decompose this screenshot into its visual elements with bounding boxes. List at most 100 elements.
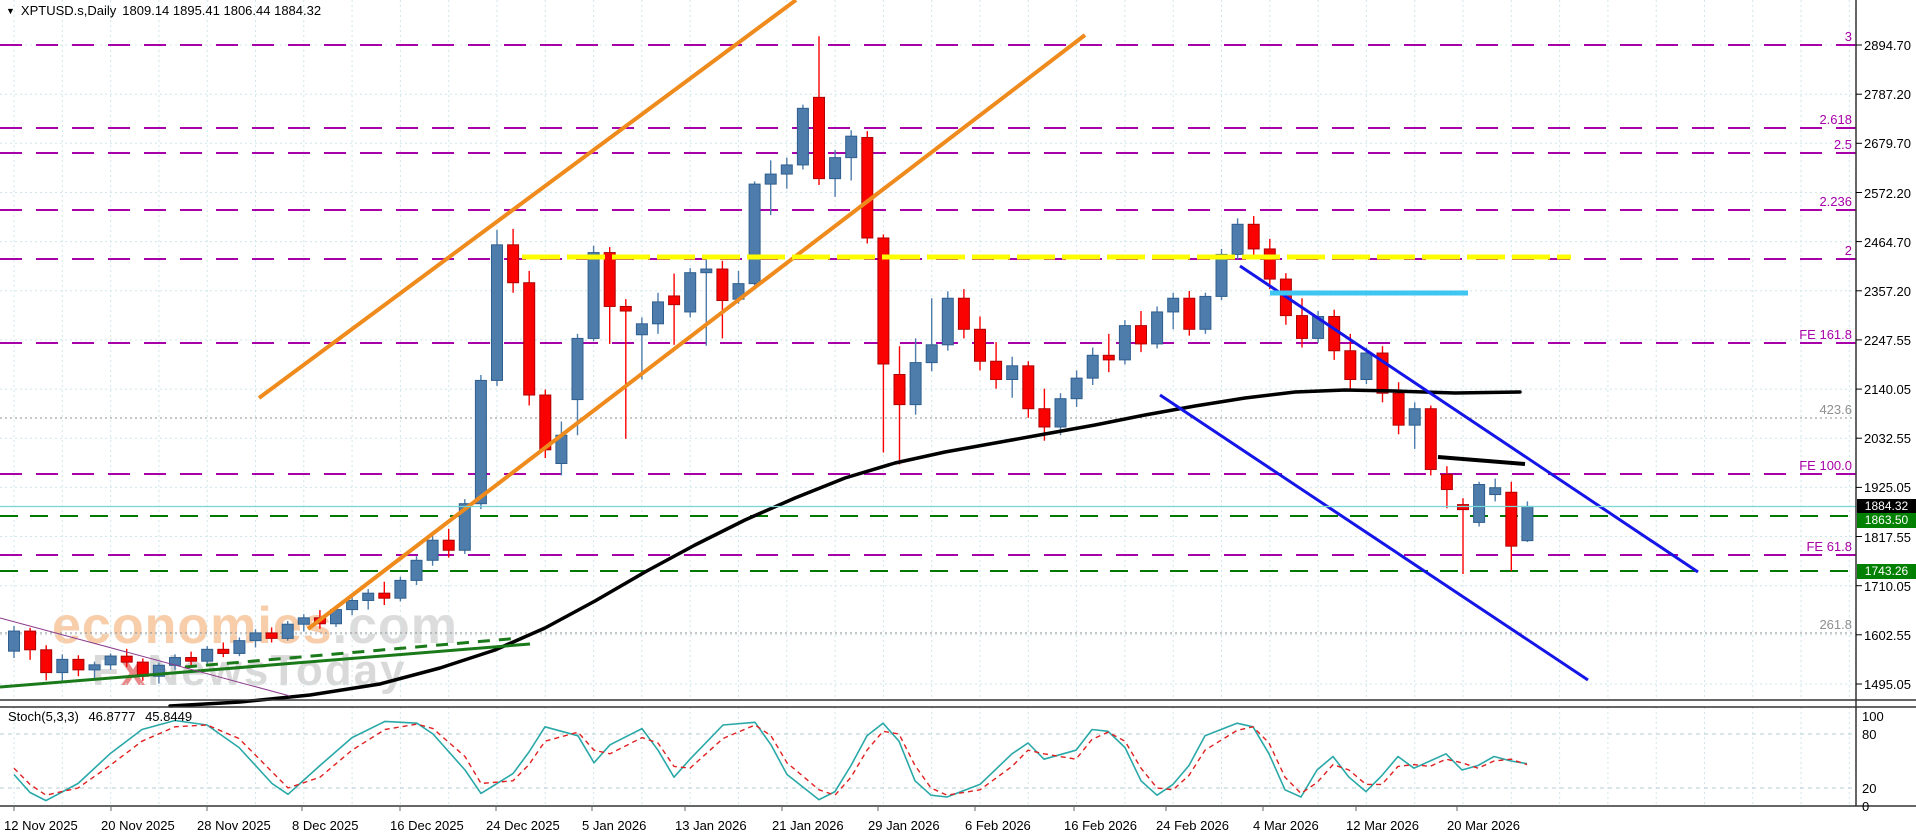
moving-average-line[interactable] <box>168 388 1522 708</box>
candle-body <box>845 135 858 159</box>
blue-channel-lower[interactable] <box>1159 393 1589 682</box>
candle-body <box>523 282 536 396</box>
fib-level-label: 2 <box>1844 243 1852 258</box>
candle-body <box>603 252 616 307</box>
collapse-arrow-icon[interactable]: ▼ <box>6 6 15 16</box>
candle-body <box>40 649 53 674</box>
candle-body <box>748 183 761 285</box>
date-axis-label: 8 Dec 2025 <box>292 818 359 833</box>
price-axis-label: 1710.05 <box>1864 578 1911 594</box>
green-support-dashed[interactable] <box>184 636 521 669</box>
candle-body <box>974 328 986 362</box>
black-level-segment[interactable] <box>1437 455 1526 466</box>
candle-body <box>1489 487 1502 496</box>
candle-body <box>185 657 198 662</box>
candle-body <box>1392 392 1405 426</box>
candle-body <box>619 305 632 312</box>
stoch-axis-label: 20 <box>1862 781 1877 796</box>
date-axis-label: 20 Nov 2025 <box>101 818 175 833</box>
candle-body <box>1263 248 1276 280</box>
candle-body <box>1199 295 1212 330</box>
candle-body <box>378 592 391 599</box>
price-axis-label: 2679.70 <box>1864 136 1911 152</box>
candle-body <box>780 164 793 175</box>
candle-body <box>217 648 230 654</box>
price-axis-label: 2894.70 <box>1864 38 1911 53</box>
fib-level-label: 2.618 <box>1819 112 1852 127</box>
candle-body <box>1006 365 1019 381</box>
date-axis-label: 21 Jan 2026 <box>772 818 844 833</box>
fib-level-label: 2.236 <box>1819 194 1852 209</box>
candle-body <box>24 630 37 651</box>
candle-body <box>1022 365 1035 410</box>
date-axis-label: 6 Feb 2026 <box>965 818 1031 833</box>
candle-body <box>1118 325 1131 361</box>
candle-body <box>507 244 520 284</box>
candle-body <box>1328 316 1341 352</box>
price-axis-label: 2357.20 <box>1864 283 1911 299</box>
candle-body <box>668 295 681 306</box>
orange-channel-upper[interactable] <box>257 0 798 400</box>
stochastic-d-value: 45.8449 <box>145 709 193 724</box>
candle-body <box>1086 354 1099 379</box>
date-axis-label: 24 Dec 2025 <box>486 818 560 833</box>
candle-body <box>684 272 697 313</box>
price-axis-label: 2572.20 <box>1864 185 1911 201</box>
fib-level-label: 261.8 <box>1819 617 1852 632</box>
blue-channel-upper[interactable] <box>1239 264 1699 574</box>
date-axis-label: 4 Mar 2026 <box>1253 818 1319 833</box>
fib-level-label: FE 100.0 <box>1799 458 1852 473</box>
candle-body <box>1296 315 1308 339</box>
candle-body <box>700 268 713 274</box>
orange-channel-lower[interactable] <box>306 33 1087 631</box>
candle-body <box>1344 350 1357 381</box>
candle-body <box>1038 408 1051 428</box>
candle-body <box>861 137 874 239</box>
stochastic-k-value: 46.8777 <box>88 709 136 724</box>
candle-body <box>394 579 407 599</box>
price-axis-label: 2140.05 <box>1864 382 1911 398</box>
candle-body <box>957 297 970 330</box>
support-price-box: 1863.50 <box>1857 513 1916 528</box>
candle-body <box>1215 253 1228 297</box>
candle-body <box>893 373 906 406</box>
candle-body <box>233 640 246 654</box>
chart-title: ▼ XPTUSD.s,Daily 1809.14 1895.41 1806.44… <box>6 4 321 18</box>
candle-body <box>491 244 503 381</box>
price-axis-label: 1495.05 <box>1864 677 1911 692</box>
purple-minor-trend[interactable] <box>0 617 291 697</box>
candle-body <box>8 630 20 652</box>
date-axis-label: 29 Jan 2026 <box>868 818 940 833</box>
candle-body <box>716 268 729 302</box>
date-axis-label: 16 Feb 2026 <box>1064 818 1138 833</box>
green-support-solid[interactable] <box>0 642 531 689</box>
candle-body <box>249 632 262 642</box>
date-axis-label: 16 Dec 2025 <box>390 818 464 833</box>
price-axis-label: 1602.55 <box>1864 627 1911 643</box>
candle-body <box>1054 398 1067 428</box>
price-axis-label: 2787.20 <box>1864 87 1911 103</box>
candle-body <box>1521 505 1534 542</box>
candle-body <box>635 323 648 336</box>
candle-body <box>1167 297 1180 313</box>
candle-body <box>764 173 777 185</box>
support-price-box: 1743.26 <box>1857 564 1916 579</box>
candle-body <box>297 617 310 625</box>
candle-body <box>120 655 133 663</box>
candle-body <box>1247 223 1260 250</box>
price-axis-label: 2032.55 <box>1864 431 1911 447</box>
candle-body <box>813 96 825 180</box>
candle-body <box>652 301 664 325</box>
date-axis-label: 13 Jan 2026 <box>675 818 747 833</box>
candle-body <box>1135 325 1147 345</box>
candle-body <box>1408 408 1421 426</box>
candle-body <box>796 107 809 166</box>
candle-body <box>56 658 69 674</box>
fib-level-label: 3 <box>1844 29 1852 44</box>
candle-body <box>1440 473 1453 491</box>
candle-body <box>571 337 584 401</box>
candle-body <box>829 157 842 180</box>
price-axis-label: 1817.55 <box>1864 529 1911 545</box>
